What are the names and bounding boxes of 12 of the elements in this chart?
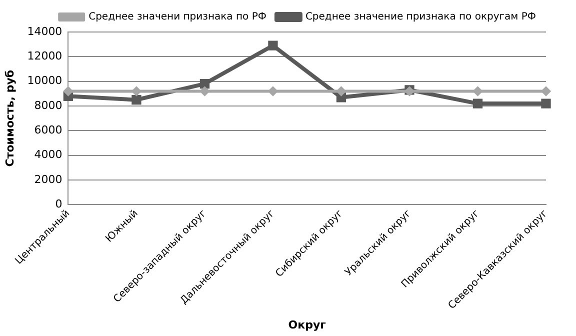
y-tick-label: 10000: [27, 74, 62, 88]
y-tick-label: 0: [55, 198, 62, 211]
legend-label: Среднее значени признака по РФ: [88, 12, 267, 23]
y-tick-label: 8000: [34, 98, 62, 112]
y-tick-label: 12000: [27, 50, 62, 63]
y-tick-label: 14000: [27, 24, 62, 38]
x-axis-title: Округ: [288, 318, 326, 332]
y-tick-label: 2000: [34, 172, 62, 186]
legend-label: Среднее значение признака по округам РФ: [305, 12, 536, 23]
y-axis-title: Стоимость, руб: [3, 70, 16, 167]
y-tick-label: 4000: [34, 148, 62, 162]
y-tick-label: 6000: [34, 124, 62, 137]
